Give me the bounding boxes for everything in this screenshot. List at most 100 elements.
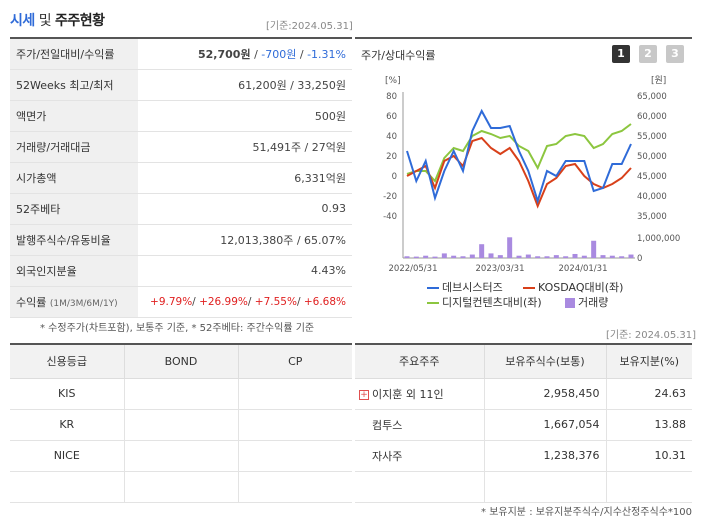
volume-bar — [563, 256, 569, 258]
table-row: KIS — [10, 378, 352, 410]
table-row: KR — [10, 409, 352, 441]
table-row: NICE — [10, 440, 352, 472]
summary-label: 52주베타 — [10, 193, 138, 225]
legend-item-s1: 데브시스터즈 — [427, 279, 503, 295]
chart-tab-2[interactable]: 2 — [639, 45, 657, 63]
volume-bar — [525, 254, 531, 258]
return-1m: +9.79% — [150, 295, 193, 308]
volume-bar — [423, 255, 429, 258]
holder-shares — [483, 471, 606, 503]
credit-table: 신용등급 BOND CP KIS KR NICE — [10, 343, 352, 503]
left-tick-label: 20 — [386, 152, 397, 162]
holder-name: 컴투스 — [355, 409, 484, 441]
right-tick-label: 40,000 — [637, 192, 667, 202]
summary-value: 51,491주 / 27억원 — [138, 131, 352, 163]
table-row: + 이지훈 외 11인 2,958,450 24.63 — [355, 378, 692, 410]
cell — [123, 378, 238, 410]
legend-label: 디지털컨텐츠대비(좌) — [442, 296, 542, 309]
table-header: 신용등급 BOND CP — [10, 343, 352, 379]
returns-label: 수익률 — [16, 295, 47, 309]
chart-tab-3[interactable]: 3 — [666, 45, 684, 63]
sep: / — [247, 295, 255, 308]
holder-name[interactable]: + 이지훈 외 11인 — [355, 378, 484, 410]
table-row: 외국인지분율 4.43% — [10, 255, 352, 287]
volume-bar — [413, 256, 419, 258]
col-header: CP — [237, 343, 352, 379]
right-unit: [원] — [651, 75, 666, 86]
volume-bar — [441, 253, 447, 258]
series-line-3 — [406, 123, 632, 183]
series-line-2 — [406, 136, 632, 209]
legend-swatch — [427, 302, 439, 304]
return-1y: +6.68% — [303, 295, 346, 308]
legend-swatch — [427, 287, 439, 289]
right-tick-label: 45,000 — [637, 172, 667, 182]
right-tick-label: 60,000 — [637, 112, 667, 122]
legend-item-s4: 거래량 — [565, 294, 608, 310]
volume-bar — [591, 240, 597, 258]
sep: / — [296, 47, 308, 61]
volume-bar — [432, 256, 438, 258]
expand-icon[interactable]: + — [359, 389, 369, 400]
volume-bar — [535, 256, 541, 258]
cell: NICE — [10, 440, 124, 472]
summary-label: 주가/전일대비/수익률 — [10, 37, 138, 70]
cell — [123, 471, 238, 503]
table-row: 52Weeks 최고/최저 61,200원 / 33,250원 — [10, 69, 352, 101]
sep: / — [192, 295, 200, 308]
chart-panel: 주가/상대수익률 1 2 3 [%] [원] 80 60 40 20 0 -20 -40 65… — [355, 37, 692, 309]
summary-value: 500원 — [138, 100, 352, 132]
series-line-1 — [406, 108, 632, 205]
volume-bar — [553, 255, 559, 258]
col-header: BOND — [123, 343, 238, 379]
volume-zero-label: 0 — [637, 254, 642, 264]
volume-bar — [469, 254, 475, 258]
holder-pct — [605, 471, 692, 503]
left-tick-label: 80 — [386, 92, 397, 102]
cell — [123, 440, 238, 472]
x-tick-label: 2022/05/31 — [389, 264, 438, 274]
volume-bar — [516, 255, 522, 258]
left-tick-label: 60 — [386, 112, 397, 122]
holder-shares: 2,958,450 — [483, 378, 606, 410]
holder-name: 자사주 — [355, 440, 484, 472]
legend-swatch — [523, 287, 535, 289]
right-tick-label: 50,000 — [637, 152, 667, 162]
table-row: 수익률 (1M/3M/6M/1Y) +9.79%/ +26.99%/ +7.55… — [10, 286, 352, 318]
cell — [237, 409, 352, 441]
col-header: 보유지분(%) — [605, 343, 692, 379]
table-row: 시가총액 6,331억원 — [10, 162, 352, 194]
price-pct: -1.31% — [307, 47, 346, 61]
holder-name — [355, 471, 484, 503]
cell: KIS — [10, 378, 124, 410]
col-header: 보유주식수(보통) — [483, 343, 606, 379]
left-tick-label: 0 — [392, 172, 397, 182]
cell — [237, 471, 352, 503]
returns-value: +9.79%/ +26.99%/ +7.55%/ +6.68% — [138, 286, 352, 318]
cell: KR — [10, 409, 124, 441]
volume-bar — [479, 244, 485, 258]
volume-bar — [497, 255, 503, 258]
holders-asof: [기준: 2024.05.31] — [606, 330, 697, 341]
price-change: -700원 — [261, 47, 297, 61]
volume-tick-label: 1,000,000 — [637, 234, 680, 244]
return-3m: +26.99% — [199, 295, 248, 308]
volume-bar — [460, 256, 466, 258]
cell — [237, 378, 352, 410]
left-tick-label: -20 — [383, 192, 397, 202]
close-price: 52,700원 — [198, 47, 251, 61]
volume-bar — [451, 255, 457, 258]
chart-tab-1[interactable]: 1 — [612, 45, 630, 63]
summary-value: 4.43% — [138, 255, 352, 287]
table-header: 주요주주 보유주식수(보통) 보유지분(%) — [355, 343, 692, 379]
left-tick-label: 40 — [386, 132, 397, 142]
summary-label: 수익률 (1M/3M/6M/1Y) — [10, 286, 138, 318]
holder-label: 이지훈 외 11인 — [372, 387, 444, 401]
title-price: 시세 — [10, 13, 35, 29]
legend-item-s3: 디지털컨텐츠대비(좌) — [427, 294, 542, 310]
legend-item-s2: KOSDAQ대비(좌) — [523, 279, 623, 295]
legend-swatch — [565, 298, 575, 308]
summary-value: 12,013,380주 / 65.07% — [138, 224, 352, 256]
holders-note: * 보유지분 : 보유지분주식수/지수산정주식수*100 — [481, 507, 692, 518]
page-title: 시세 및 주주현황 — [10, 10, 105, 30]
